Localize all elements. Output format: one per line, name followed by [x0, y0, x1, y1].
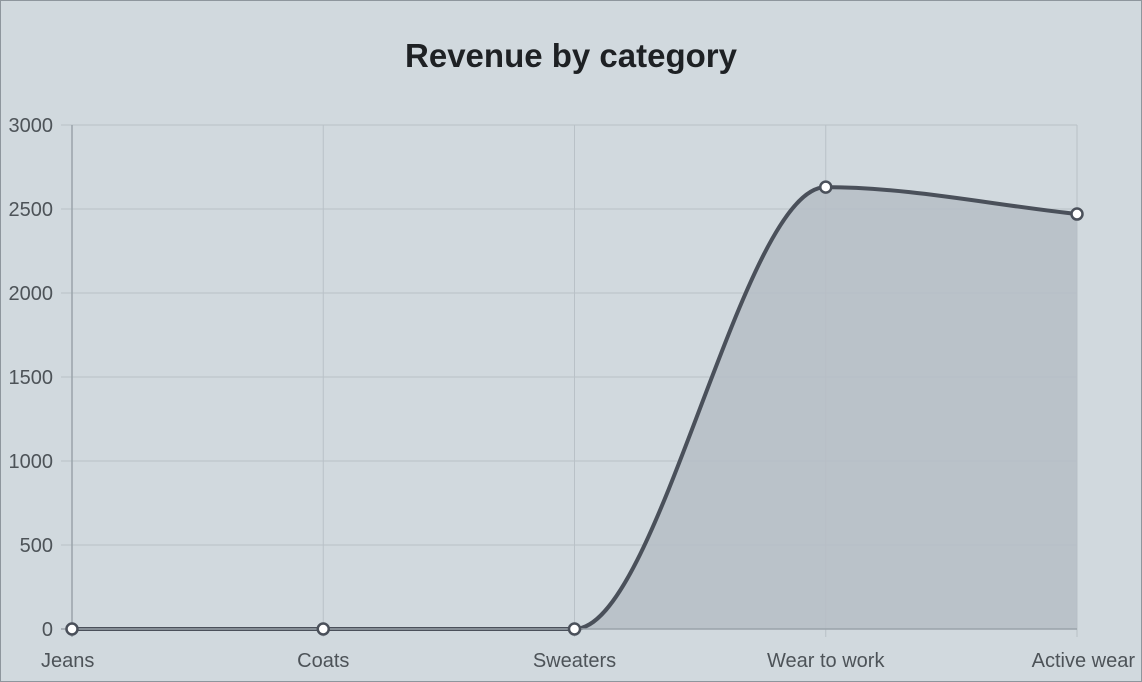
x-tick-label: Jeans	[41, 650, 94, 672]
series-area-fill	[72, 187, 1077, 629]
labels-layer: 0 500 1000 1500 2000 2500 3000 Jeans Coats Sweate…	[9, 115, 1136, 672]
x-tick-label: Sweaters	[533, 650, 616, 672]
y-tick-label: 3000	[9, 115, 54, 137]
y-tick-label: 500	[20, 535, 53, 557]
data-point	[819, 180, 833, 194]
data-point	[316, 622, 330, 636]
y-tick-label: 0	[42, 619, 53, 641]
x-tick-label: Wear to work	[767, 650, 885, 672]
points-layer	[65, 180, 1084, 636]
y-tick-label: 1000	[9, 451, 54, 473]
y-tick-label: 2500	[9, 199, 54, 221]
x-tick-label: Coats	[297, 650, 349, 672]
chart-title: Revenue by category	[405, 37, 737, 74]
data-point	[65, 622, 79, 636]
data-point	[1070, 207, 1084, 221]
y-tick-label: 2000	[9, 283, 54, 305]
data-point	[567, 622, 582, 636]
y-tick-label: 1500	[9, 367, 54, 389]
x-tick-label: Active wear	[1032, 650, 1136, 672]
